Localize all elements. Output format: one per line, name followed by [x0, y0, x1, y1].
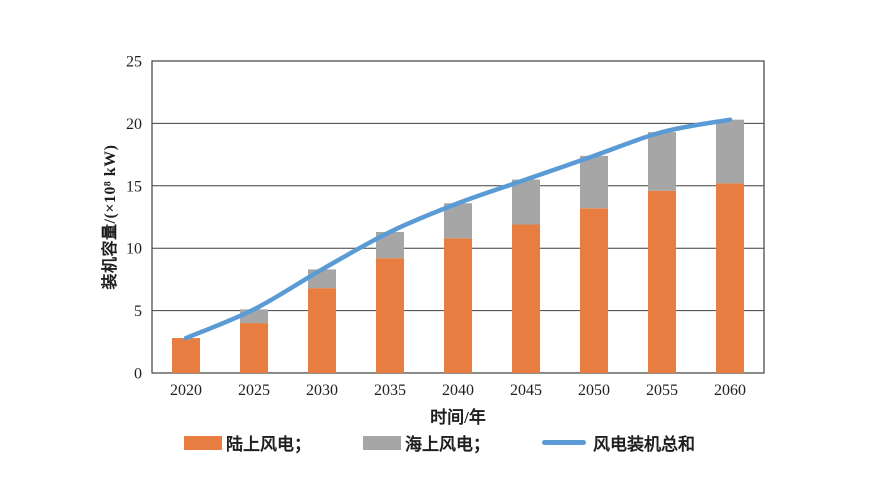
y-tick-label: 0 [134, 366, 142, 383]
x-tick-label: 2030 [306, 382, 338, 399]
bar-segment-onshore [512, 224, 540, 373]
bar-segment-onshore [240, 323, 268, 373]
x-tick-label: 2025 [238, 382, 270, 399]
legend-label-onshore: 陆上风电； [226, 435, 311, 454]
y-tick-label: 15 [126, 178, 142, 195]
x-tick-label: 2055 [646, 382, 678, 399]
legend-item-total: 风电装机总和 [542, 430, 695, 455]
x-tick-label: 2040 [442, 382, 474, 399]
x-tick-label: 2045 [510, 382, 542, 399]
x-tick-label: 2035 [374, 382, 406, 399]
legend-label-offshore: 海上风电； [405, 435, 490, 454]
y-tick-label: 20 [126, 116, 142, 133]
bar-segment-onshore [172, 338, 200, 373]
total-line-swatch-icon [542, 440, 586, 445]
x-tick-label: 2020 [170, 382, 202, 399]
bar-segment-onshore [716, 183, 744, 373]
x-axis-title: 时间/年 [430, 408, 486, 427]
onshore-swatch-icon [184, 435, 222, 450]
y-tick-label: 10 [126, 241, 142, 258]
bar-segment-offshore [512, 179, 540, 225]
bar-segment-onshore [648, 190, 676, 373]
x-tick-label: 2060 [714, 382, 746, 399]
offshore-swatch-icon [363, 435, 401, 450]
y-tick-label: 25 [126, 54, 142, 71]
legend-item-onshore: 陆上风电； [184, 430, 311, 455]
y-axis-title: 装机容量/(×10⁸ kW) [102, 144, 119, 290]
legend: 陆上风电； 海上风电； 风电装机总和 [0, 430, 879, 455]
bar-segment-offshore [580, 155, 608, 209]
bar-segment-onshore [444, 238, 472, 373]
bar-segment-offshore [308, 269, 336, 289]
bar-segment-onshore [376, 258, 404, 373]
legend-label-total: 风电装机总和 [593, 435, 695, 454]
bar-segment-offshore [648, 132, 676, 191]
y-tick-label: 5 [134, 303, 142, 320]
bar-segment-offshore [716, 119, 744, 184]
x-tick-label: 2050 [578, 382, 610, 399]
bar-segment-onshore [580, 208, 608, 373]
total-capacity-line [183, 117, 733, 341]
legend-item-offshore: 海上风电； [363, 430, 490, 455]
bar-segment-onshore [308, 288, 336, 373]
